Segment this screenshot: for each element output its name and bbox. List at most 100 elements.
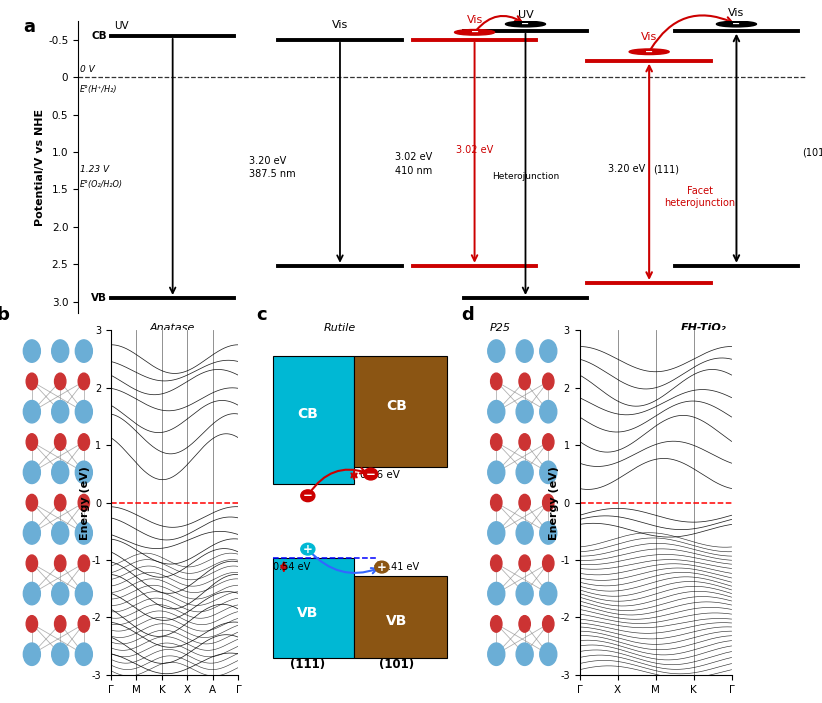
Ellipse shape [26,373,38,389]
Ellipse shape [516,461,533,484]
Ellipse shape [23,582,40,605]
Text: b: b [0,306,10,323]
Ellipse shape [629,49,669,55]
Ellipse shape [519,434,530,451]
Ellipse shape [516,340,533,362]
Text: 3.20 eV: 3.20 eV [608,165,645,174]
Ellipse shape [516,643,533,666]
Ellipse shape [26,494,38,511]
Text: −: − [470,27,478,37]
Ellipse shape [76,643,92,666]
Text: E°(O₂/H₂O): E°(O₂/H₂O) [80,181,122,189]
Ellipse shape [23,643,40,666]
Text: −: − [645,47,653,57]
Ellipse shape [54,555,66,572]
Ellipse shape [76,461,92,484]
Ellipse shape [52,461,69,484]
Ellipse shape [76,522,92,544]
Ellipse shape [487,461,505,484]
Ellipse shape [487,522,505,544]
Ellipse shape [519,494,530,511]
Ellipse shape [78,616,90,632]
Ellipse shape [23,340,40,362]
Ellipse shape [52,582,69,605]
Ellipse shape [23,461,40,484]
Text: E°(H⁺/H₂): E°(H⁺/H₂) [80,84,117,93]
Text: Anatase: Anatase [150,323,196,333]
Text: 410 nm: 410 nm [395,166,432,176]
Ellipse shape [540,582,556,605]
Text: 0.41 eV: 0.41 eV [381,562,419,572]
Text: (101): (101) [379,659,414,671]
Text: Rutile: Rutile [324,323,356,333]
Text: UV: UV [518,10,533,20]
Text: CB: CB [298,406,318,420]
Ellipse shape [491,434,502,451]
Bar [354,576,446,658]
Ellipse shape [540,522,556,544]
Ellipse shape [76,401,92,423]
Text: Vis: Vis [332,20,348,30]
Ellipse shape [76,582,92,605]
Ellipse shape [543,373,554,389]
Ellipse shape [516,401,533,423]
Text: d: d [461,306,474,323]
Ellipse shape [54,373,66,389]
Text: Vis: Vis [641,32,658,42]
Text: UV: UV [114,21,129,31]
Ellipse shape [540,643,556,666]
Ellipse shape [54,616,66,632]
Text: VB: VB [297,606,319,620]
Text: −: − [521,19,529,29]
Ellipse shape [506,21,546,27]
Text: −: − [302,489,313,502]
Ellipse shape [301,543,315,555]
Text: +: + [302,543,313,555]
Text: Vis: Vis [728,8,745,18]
Ellipse shape [375,561,389,573]
Text: FH-TiO₂: FH-TiO₂ [681,323,727,333]
Ellipse shape [519,555,530,572]
Text: 0 V: 0 V [80,65,95,75]
Ellipse shape [23,522,40,544]
Text: 0.36 eV: 0.36 eV [360,470,399,480]
Text: (111): (111) [653,165,679,174]
Text: 3.02 eV: 3.02 eV [395,153,432,162]
Ellipse shape [543,434,554,451]
Ellipse shape [543,555,554,572]
Ellipse shape [487,643,505,666]
Ellipse shape [487,340,505,362]
Text: c: c [256,306,266,323]
Ellipse shape [54,434,66,451]
Y-axis label: Energy (eV): Energy (eV) [548,465,559,540]
Ellipse shape [519,616,530,632]
Ellipse shape [26,616,38,632]
Ellipse shape [52,643,69,666]
Text: (111): (111) [290,659,326,671]
Text: 3.20 eV: 3.20 eV [249,156,286,166]
Text: 387.5 nm: 387.5 nm [249,169,296,179]
Bar [354,356,446,467]
Text: Heterojunction: Heterojunction [492,172,559,181]
Text: Vis: Vis [466,15,483,25]
Text: VB: VB [91,293,107,303]
Ellipse shape [78,434,90,451]
Ellipse shape [363,468,378,480]
Ellipse shape [54,494,66,511]
Text: −: − [366,467,376,481]
Text: 1.23 V: 1.23 V [80,165,109,174]
Ellipse shape [491,494,502,511]
Ellipse shape [543,494,554,511]
Ellipse shape [487,582,505,605]
Ellipse shape [23,401,40,423]
Ellipse shape [516,522,533,544]
Ellipse shape [543,616,554,632]
Ellipse shape [519,373,530,389]
Text: (101): (101) [802,147,822,157]
Ellipse shape [491,555,502,572]
Ellipse shape [540,401,556,423]
Text: CB: CB [386,399,407,413]
Ellipse shape [26,434,38,451]
Ellipse shape [717,21,756,27]
Ellipse shape [52,340,69,362]
